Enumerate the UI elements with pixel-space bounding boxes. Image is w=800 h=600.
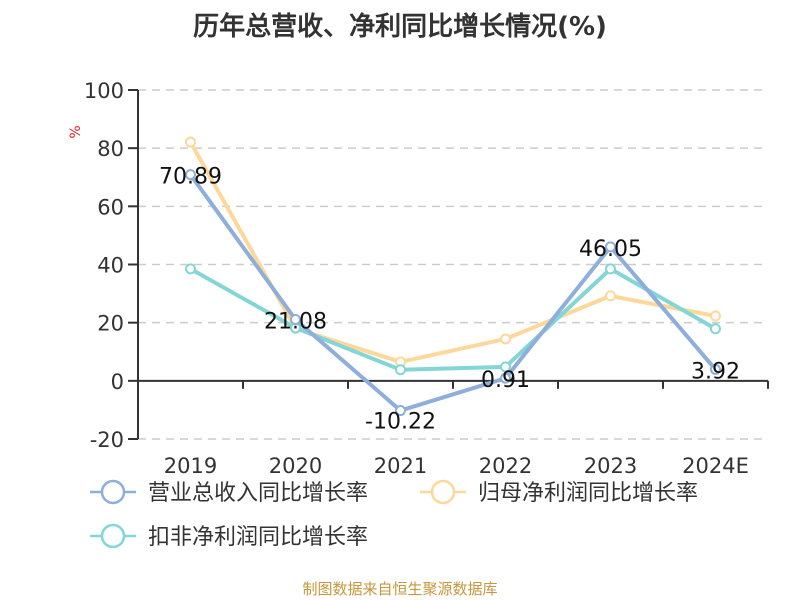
y-unit-label: % xyxy=(68,125,84,138)
x-tick-label: 2022 xyxy=(479,454,532,478)
data-point xyxy=(500,372,511,384)
axes: -20 0 20 40 60 80 100 2019 2020 2021 2022 2023 2024E xyxy=(84,79,769,478)
legend-label: 归母净利润同比增长率 xyxy=(478,481,698,506)
source-footer: 制图数据来自恒生聚源数据库 xyxy=(302,580,498,598)
legend-item[interactable]: 归母净利润同比增长率 xyxy=(420,479,698,506)
data-point xyxy=(605,290,616,302)
x-tick-label: 2024E xyxy=(682,454,749,478)
data-point xyxy=(185,263,196,275)
y-tick-label: 40 xyxy=(97,254,124,278)
legend-label: 营业总收入同比增长率 xyxy=(148,481,368,506)
data-point xyxy=(710,310,721,322)
data-point xyxy=(500,333,511,345)
legend-label: 扣非净利润同比增长率 xyxy=(148,525,368,550)
data-point xyxy=(710,363,721,375)
data-label: 46.05 xyxy=(579,237,642,262)
data-label: 3.92 xyxy=(691,359,740,384)
x-tick-label: 2023 xyxy=(584,454,637,478)
data-point xyxy=(605,263,616,275)
series-lines xyxy=(185,136,721,417)
y-tick-label: 0 xyxy=(111,370,124,394)
grid-lines xyxy=(138,89,768,440)
legend-item[interactable]: 扣非净利润同比增长率 xyxy=(90,523,368,550)
data-label: 0.91 xyxy=(481,368,530,393)
data-label: -10.22 xyxy=(365,410,436,435)
y-tick-label: -20 xyxy=(90,428,124,452)
y-tick-label: 100 xyxy=(84,79,124,103)
data-point xyxy=(185,136,196,148)
series-line xyxy=(188,173,718,413)
legend-marker-icon xyxy=(430,479,456,505)
data-point xyxy=(395,405,406,417)
y-tick-label: 20 xyxy=(97,312,124,336)
data-point xyxy=(710,323,721,335)
y-tick-label: 80 xyxy=(97,137,124,161)
data-label: 21.08 xyxy=(264,310,327,335)
y-tick-label: 60 xyxy=(97,195,124,219)
x-tick-label: 2019 xyxy=(164,454,217,478)
data-point xyxy=(290,314,301,326)
chart-title: 历年总营收、净利同比增长情况(%) xyxy=(193,12,607,42)
legend-item[interactable]: 营业总收入同比增长率 xyxy=(90,479,368,506)
data-label: 70.89 xyxy=(159,165,222,190)
data-point xyxy=(395,364,406,376)
legend-marker-icon xyxy=(100,523,126,549)
data-point xyxy=(500,361,511,373)
data-point xyxy=(185,169,196,181)
series-line xyxy=(189,266,717,372)
x-tick-label: 2021 xyxy=(374,454,427,478)
x-tick-label: 2020 xyxy=(269,454,322,478)
data-point xyxy=(605,241,616,253)
legend-marker-icon xyxy=(100,479,126,505)
data-labels: 70.89 21.08 -10.22 0.91 46.05 3.92 xyxy=(159,165,740,435)
